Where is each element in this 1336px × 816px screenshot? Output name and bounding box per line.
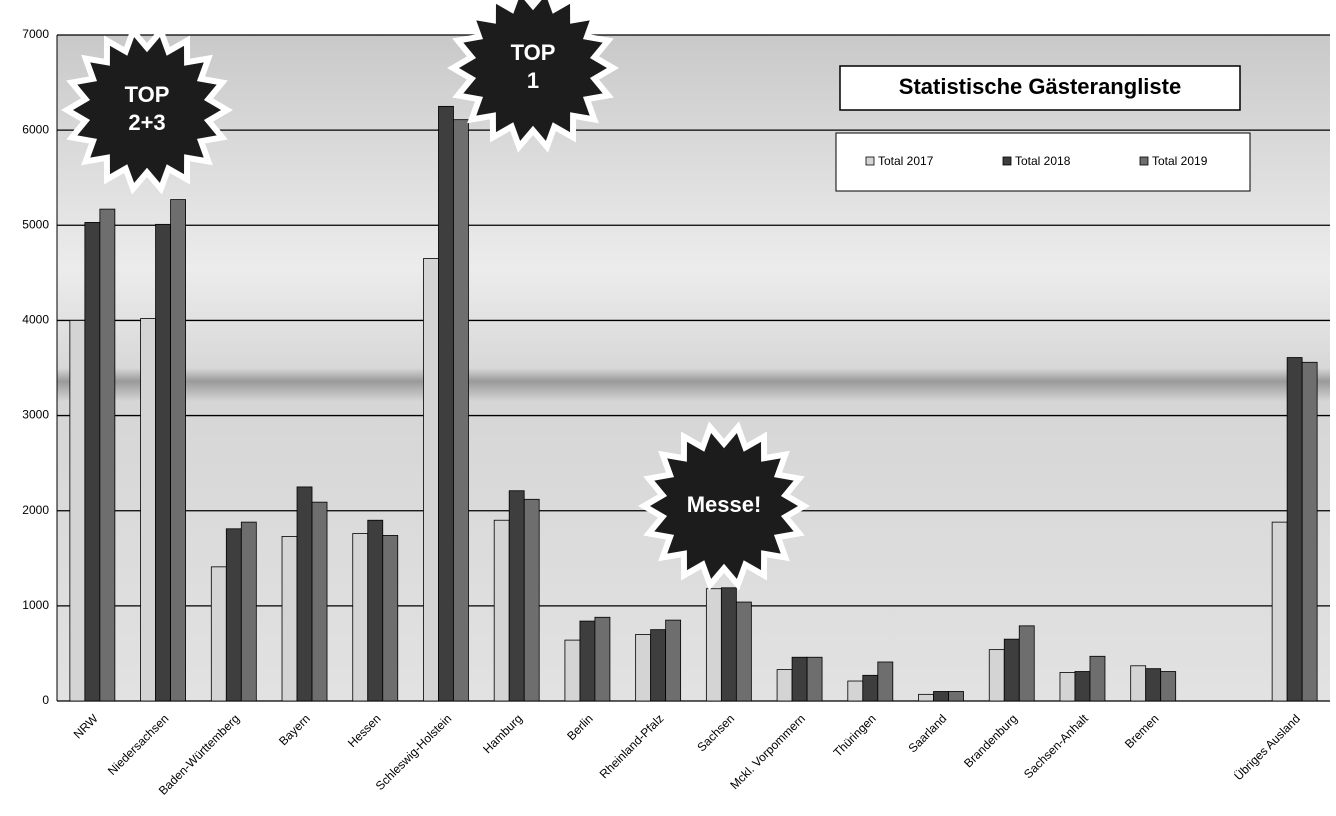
bar: [1003, 638, 1020, 702]
y-tick-label: 3000: [22, 408, 49, 422]
bar: [69, 320, 86, 702]
x-tick-label: Schleswig-Holstein: [373, 711, 455, 793]
x-tick-label: Thüringen: [831, 711, 879, 759]
bar: [1074, 671, 1091, 702]
bar: [493, 519, 510, 702]
legend-box: [835, 132, 1251, 192]
bar: [84, 222, 101, 702]
bar: [140, 318, 156, 702]
bar: [564, 639, 581, 702]
bar: [933, 691, 949, 702]
bar: [635, 634, 652, 702]
y-tick-label: 6000: [22, 122, 49, 136]
legend-label: Total 2018: [1015, 154, 1071, 168]
bar: [311, 501, 328, 702]
y-tick-label: 2000: [22, 503, 49, 517]
bar: [225, 528, 242, 702]
bar: [523, 498, 540, 702]
bar: [170, 199, 186, 702]
x-tick-label: Rheinland-Pfalz: [597, 711, 667, 781]
bar: [705, 588, 722, 702]
bar: [99, 208, 116, 702]
x-tick-label: Hessen: [345, 711, 384, 750]
x-tick-label: Niedersachsen: [105, 711, 172, 778]
bar: [352, 533, 369, 702]
chart-title: Statistische Gästerangliste: [899, 74, 1181, 99]
bar: [281, 536, 298, 702]
y-tick-label: 0: [42, 693, 49, 707]
x-tick-label: Sachsen-Anhalt: [1021, 711, 1091, 781]
y-tick-label: 7000: [22, 27, 49, 41]
starburst: [447, 0, 619, 153]
bar: [453, 119, 469, 702]
x-tick-label: Hamburg: [480, 711, 525, 756]
bar: [665, 619, 682, 702]
bar: [579, 620, 596, 702]
annotation: TOP: [511, 40, 556, 65]
bar: [735, 601, 752, 702]
bar: [791, 656, 808, 702]
x-tick-label: Bremen: [1122, 711, 1162, 751]
x-tick-label: Baden-Württemberg: [156, 711, 242, 797]
annotation: 2+3: [128, 110, 165, 135]
x-tick-label: Saarland: [906, 711, 950, 755]
bar: [862, 674, 879, 702]
bar: [847, 680, 864, 702]
legend-swatch: [865, 156, 875, 166]
bar: [1130, 665, 1147, 702]
bar: [650, 629, 667, 702]
bar: [1059, 672, 1076, 702]
x-tick-label: Berlin: [564, 711, 596, 743]
bar: [1301, 361, 1318, 702]
legend-label: Total 2017: [878, 154, 934, 168]
legend-swatch: [1002, 156, 1012, 166]
bar: [296, 486, 313, 702]
legend-swatch: [1139, 156, 1149, 166]
bar: [423, 258, 439, 702]
x-tick-label: NRW: [71, 711, 101, 741]
bar: [720, 587, 737, 702]
bar: [877, 661, 894, 702]
y-tick-label: 5000: [22, 217, 49, 231]
bar: [382, 535, 399, 702]
annotation: TOP: [125, 82, 170, 107]
y-tick-label: 4000: [22, 313, 49, 327]
x-tick-label: Brandenburg: [961, 711, 1020, 770]
bar: [594, 616, 611, 702]
x-tick-label: Bayern: [276, 711, 313, 748]
bar: [1145, 668, 1162, 702]
bar: [1089, 655, 1106, 702]
legend-label: Total 2019: [1152, 154, 1208, 168]
bar: [508, 490, 525, 702]
y-tick-label: 1000: [22, 598, 49, 612]
bar: [1160, 671, 1177, 702]
bar: [806, 656, 823, 702]
bar: [240, 521, 257, 702]
bar: [1286, 357, 1303, 702]
annotation: 1: [527, 68, 539, 93]
x-tick-label: Sachsen: [694, 711, 737, 754]
bar: [155, 223, 171, 702]
bar: [776, 669, 793, 702]
x-tick-label: Übriges Ausland: [1231, 711, 1303, 783]
bar: [988, 649, 1005, 702]
annotation: Messe!: [687, 492, 762, 517]
bar: [918, 693, 934, 702]
bar: [1018, 625, 1035, 702]
bar: [1271, 521, 1288, 702]
bar: [438, 105, 454, 702]
bar: [367, 519, 384, 702]
starburst: [638, 421, 810, 591]
title-box: [839, 65, 1241, 111]
bar: [948, 691, 964, 702]
starburst: [61, 25, 233, 195]
bar: [210, 566, 227, 702]
x-tick-label: Mckl. Vorpommern: [727, 711, 808, 792]
